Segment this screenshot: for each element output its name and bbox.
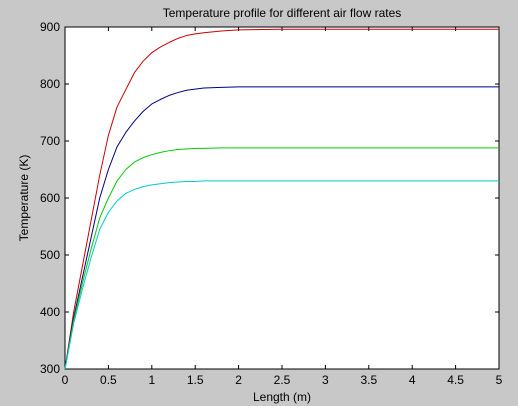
y-tick-label: 900 [40,20,60,34]
x-tick-label: 1.5 [187,373,204,387]
series-line-4 [64,180,499,370]
y-tick-label: 600 [40,191,60,205]
x-tick-label: 3.5 [360,373,377,387]
x-tick-label: 1 [148,373,155,387]
x-tick-label: 4.5 [447,373,464,387]
x-tick-label: 5 [496,373,503,387]
series-line-3 [64,147,499,370]
axes-ticks: 0 0.5 1 1.5 2 2.5 3 3.5 4 4.5 5 300 400 500 600 700 800 9… [40,20,503,387]
y-axis-label: Temperature (K) [17,155,31,242]
y-tick-label: 700 [40,134,60,148]
y-tick-label: 500 [40,248,60,262]
chart-title: Temperature profile for different air fl… [163,6,402,20]
x-tick-label: 0.5 [100,373,117,387]
series-line-1 [64,28,499,370]
x-tick-label: 4 [409,373,416,387]
y-tick-label: 800 [40,77,60,91]
x-tick-label: 3 [322,373,329,387]
x-tick-label: 2 [235,373,242,387]
x-tick-label: 2.5 [274,373,291,387]
series-line-2 [64,86,499,370]
series-lines [64,28,499,370]
y-tick-label: 300 [40,362,60,376]
x-tick-label: 0 [62,373,69,387]
x-axis-label: Length (m) [253,390,311,404]
y-tick-label: 400 [40,305,60,319]
plot-area [64,26,500,370]
